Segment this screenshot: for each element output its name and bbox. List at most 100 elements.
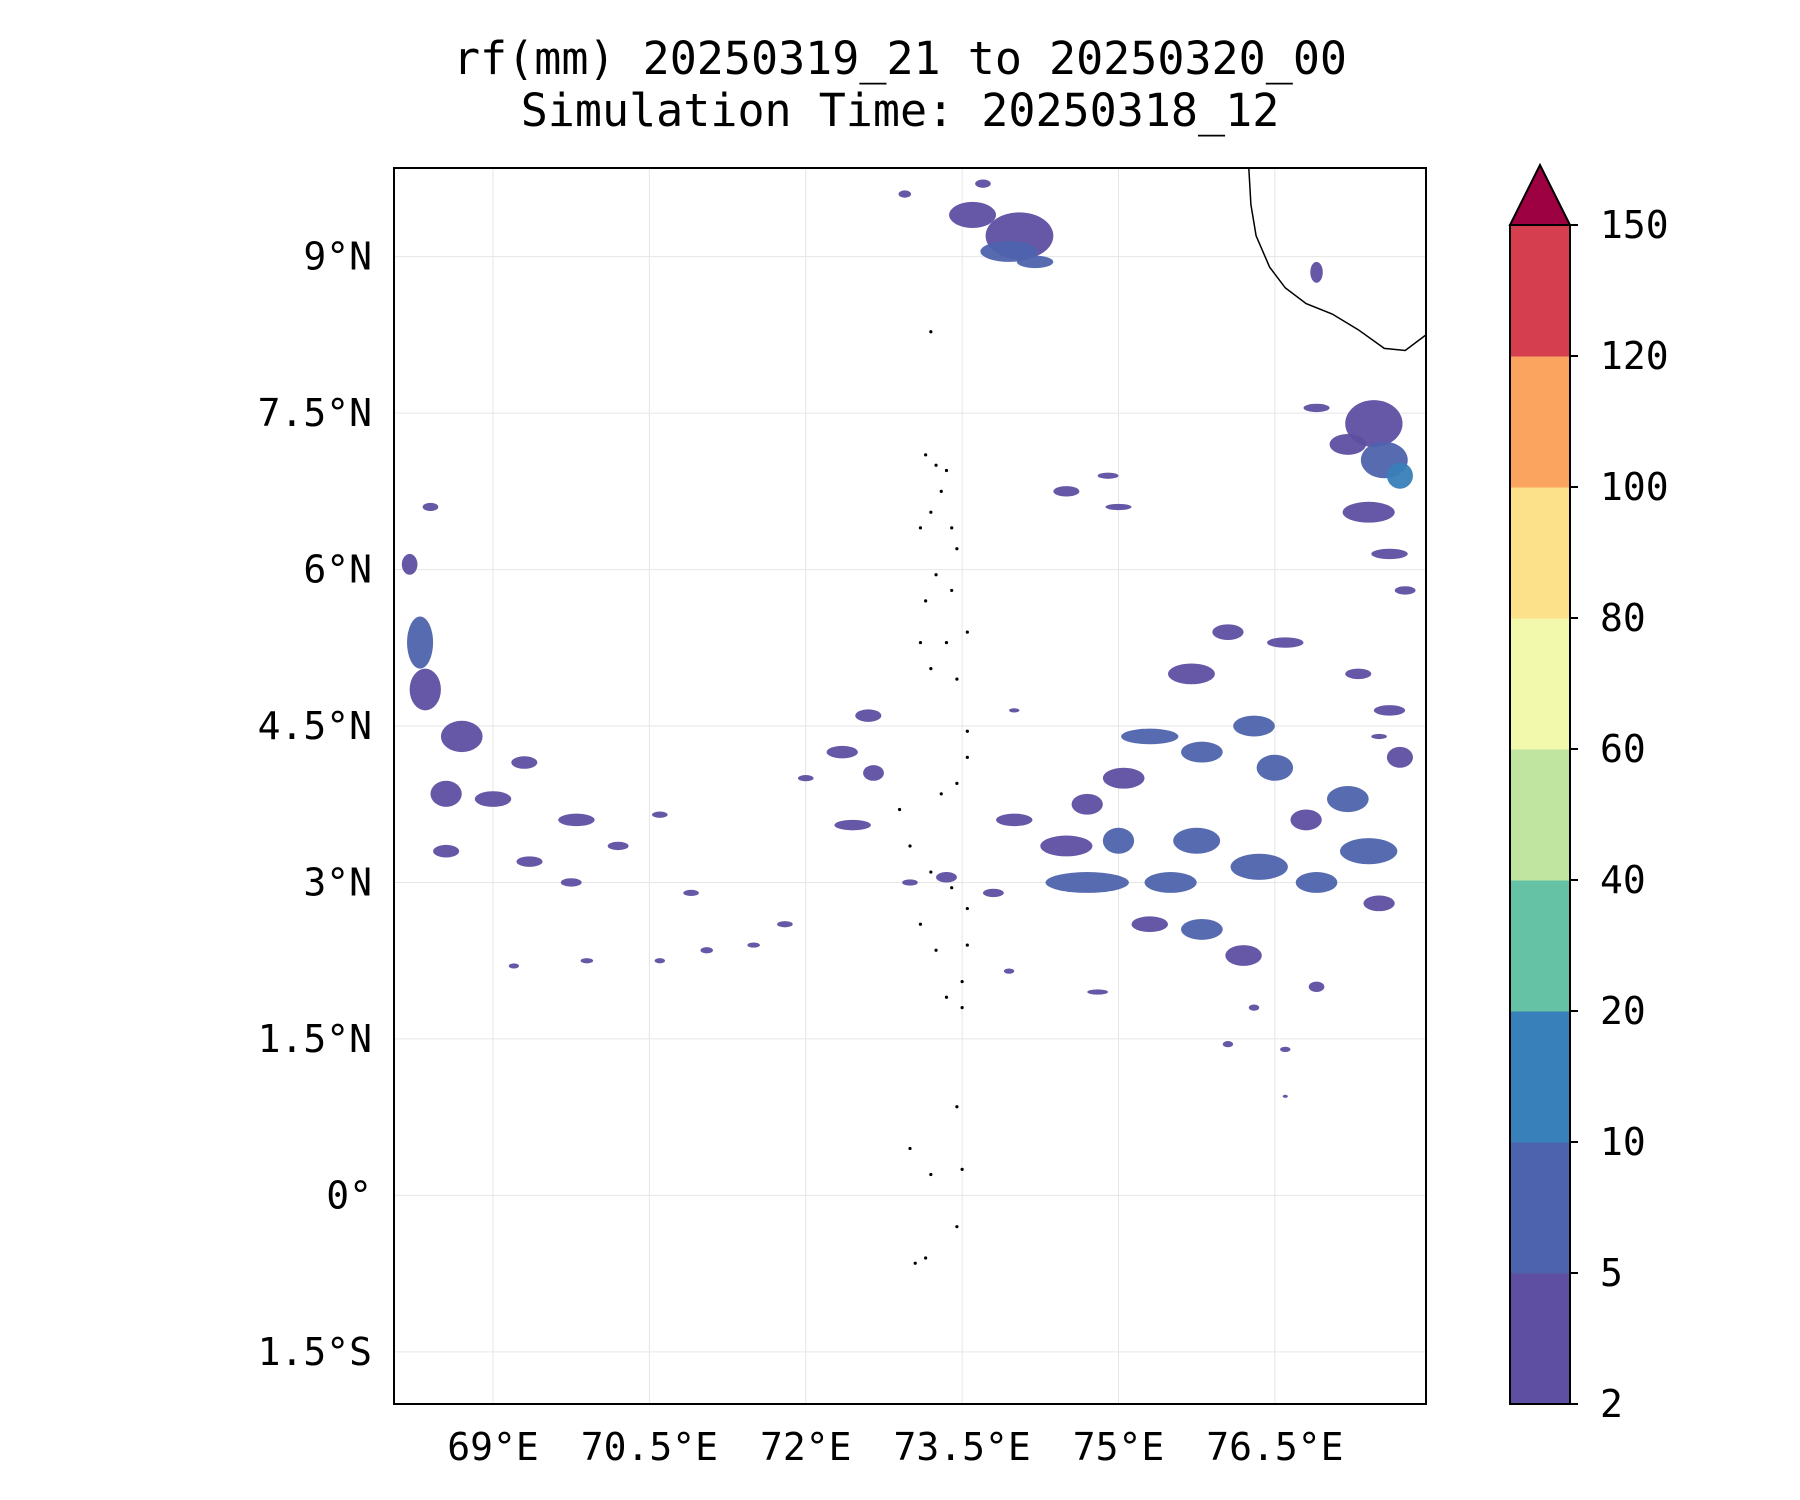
lat-tick-label: 1.5°N	[258, 1017, 372, 1061]
rain-cell	[1345, 400, 1403, 448]
rain-cell	[1053, 486, 1080, 497]
rain-cell	[1386, 746, 1413, 768]
rain-cell	[1102, 827, 1135, 854]
island-dot	[965, 943, 969, 947]
colorbar-segment	[1510, 487, 1570, 619]
island-dot	[960, 979, 964, 984]
island-dot	[955, 677, 959, 681]
rain-cell	[1097, 472, 1119, 479]
rain-cell	[834, 819, 871, 831]
island-dot	[944, 995, 949, 999]
colorbar-tick-label: 120	[1600, 334, 1669, 378]
rain-cell	[1295, 872, 1338, 893]
island-dot	[955, 1105, 959, 1109]
rain-cell	[855, 709, 882, 722]
island-dot	[939, 792, 943, 796]
rain-cell	[1256, 754, 1294, 781]
rain-cell	[1181, 741, 1223, 763]
colorbar-tick-label: 40	[1600, 858, 1646, 902]
rain-cell	[1105, 503, 1132, 511]
longitude-tick-labels: 69°E 70.5°E 72°E 73.5°E 75°E 76.5°E	[447, 1425, 1343, 1469]
rain-cell	[433, 844, 460, 858]
colorbar-segment	[1510, 1273, 1570, 1405]
island-dot	[929, 1172, 933, 1177]
rain-cell	[1071, 793, 1103, 815]
colorbar-segment	[1510, 618, 1570, 750]
lon-tick-label: 76.5°E	[1206, 1425, 1343, 1469]
lon-tick-label: 73.5°E	[893, 1425, 1030, 1469]
lon-tick-label: 70.5°E	[581, 1425, 718, 1469]
rain-cell	[975, 179, 991, 188]
island-dot	[913, 1261, 917, 1265]
lat-tick-label: 6°N	[303, 548, 372, 592]
coastline	[897, 167, 1427, 1265]
island-dot	[955, 547, 959, 551]
rain-cell	[936, 872, 957, 883]
rain-cell	[700, 947, 713, 954]
rain-cell	[474, 791, 512, 807]
rain-cell	[1308, 981, 1325, 992]
rain-cell	[1371, 548, 1408, 560]
island-dot	[944, 468, 949, 473]
island-dot	[965, 729, 969, 733]
island-dot	[944, 640, 949, 645]
colorbar-segment	[1510, 356, 1570, 488]
lat-tick-label: 3°N	[303, 860, 372, 904]
island-dot	[934, 948, 938, 952]
rain-cell	[902, 879, 918, 886]
island-dot	[918, 640, 923, 645]
rain-cell	[1248, 1004, 1260, 1011]
coastline-india	[1248, 167, 1427, 352]
colorbar-tick-label: 5	[1600, 1251, 1623, 1295]
rain-cell	[580, 958, 594, 964]
rain-cell	[1394, 586, 1416, 595]
rain-cell	[1040, 835, 1093, 857]
island-dot	[929, 510, 933, 514]
rain-cell	[1386, 462, 1413, 489]
rainfall-contours	[401, 179, 1416, 1098]
colorbar-segment	[1510, 749, 1570, 881]
map-title-line1: rf(mm) 20250319_21 to 20250320_00	[452, 32, 1348, 85]
rain-cell	[683, 889, 699, 897]
lat-tick-label: 9°N	[303, 235, 372, 279]
colorbar-tick-label: 100	[1600, 465, 1669, 509]
island-dot	[934, 463, 938, 467]
lat-tick-label: 7.5°N	[258, 391, 372, 435]
rain-cell	[1016, 255, 1054, 269]
island-dot	[924, 1256, 928, 1260]
rain-cell	[511, 756, 538, 769]
rain-cell	[1144, 872, 1197, 893]
rain-cell	[652, 811, 668, 818]
rain-cell	[407, 616, 434, 669]
map-title-line2: Simulation Time: 20250318_12	[520, 84, 1280, 137]
island-dot	[924, 599, 928, 603]
rain-cell	[1342, 501, 1395, 523]
rain-cell	[1230, 853, 1288, 880]
island-dot	[924, 453, 928, 457]
colorbar-segment	[1510, 1142, 1570, 1274]
rain-cell	[1087, 989, 1109, 995]
island-dot	[955, 1225, 959, 1229]
rain-cell	[1131, 916, 1168, 933]
rain-cell	[1267, 637, 1304, 648]
rain-cell	[1173, 827, 1221, 854]
rain-cell	[797, 775, 814, 782]
island-dot	[908, 1146, 912, 1151]
rain-cell	[401, 553, 418, 575]
rain-cell	[982, 888, 1004, 898]
rain-cell	[1045, 872, 1129, 893]
rain-cell	[558, 813, 595, 827]
colorbar-segment	[1510, 1011, 1570, 1143]
rain-cell	[1326, 786, 1369, 813]
colorbar: 2 5 10 20 40 60 80 100 120 150	[1508, 162, 1669, 1426]
rain-cell	[1280, 1046, 1291, 1052]
map-gridlines	[394, 168, 1426, 1404]
rain-cell	[1003, 968, 1015, 974]
rain-cell	[1303, 403, 1330, 413]
rain-cell	[1329, 433, 1367, 455]
colorbar-tick-label: 150	[1600, 203, 1669, 247]
island-dot	[929, 870, 933, 874]
island-dot	[960, 1006, 964, 1010]
rain-cell	[654, 958, 666, 964]
